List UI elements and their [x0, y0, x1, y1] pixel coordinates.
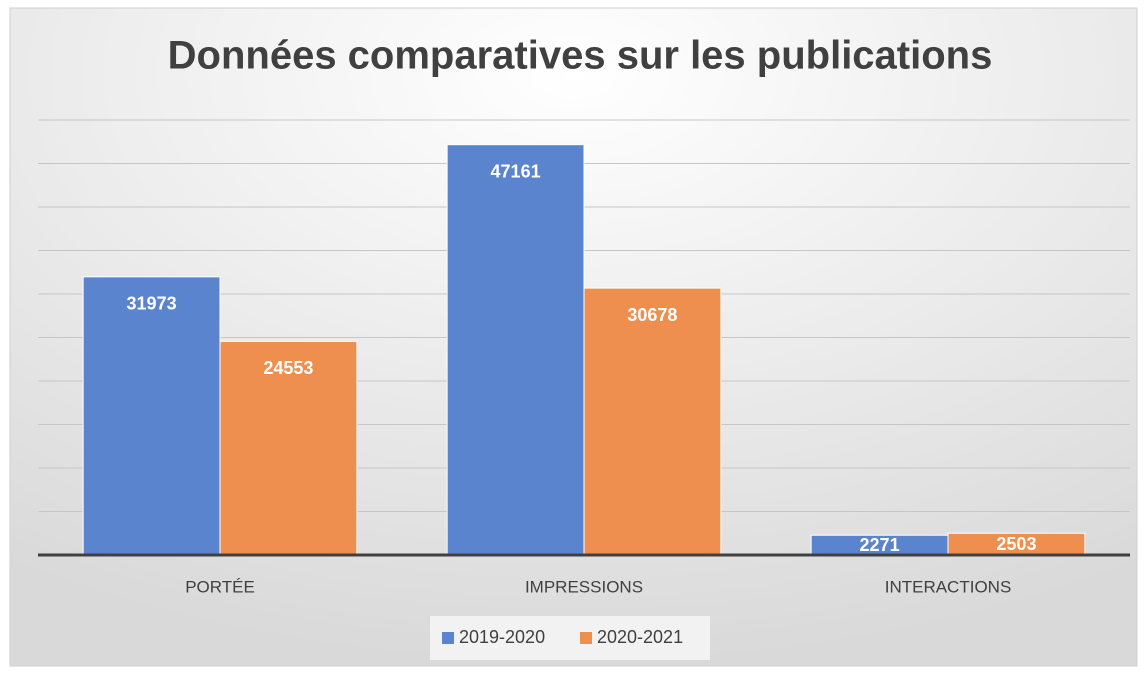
chart-title: Données comparatives sur les publication… [168, 34, 993, 78]
data-label: 2271 [860, 535, 900, 555]
bar [446, 144, 585, 556]
legend-box [430, 616, 710, 660]
data-label: 2503 [996, 534, 1036, 554]
data-label: 47161 [491, 161, 541, 181]
legend-swatch [442, 632, 454, 644]
x-tick-label: IMPRESSIONS [525, 577, 643, 596]
x-tick-label: INTERACTIONS [885, 577, 1012, 596]
x-tick-label: PORTÉE [185, 577, 255, 596]
data-label: 30678 [627, 305, 677, 325]
legend-label: 2020-2021 [597, 627, 683, 647]
bar [583, 287, 722, 556]
legend-swatch [580, 632, 592, 644]
bar [219, 340, 358, 556]
legend-label: 2019-2020 [459, 627, 545, 647]
bar [82, 276, 221, 556]
data-label: 24553 [263, 358, 313, 378]
data-label: 31973 [127, 294, 177, 314]
